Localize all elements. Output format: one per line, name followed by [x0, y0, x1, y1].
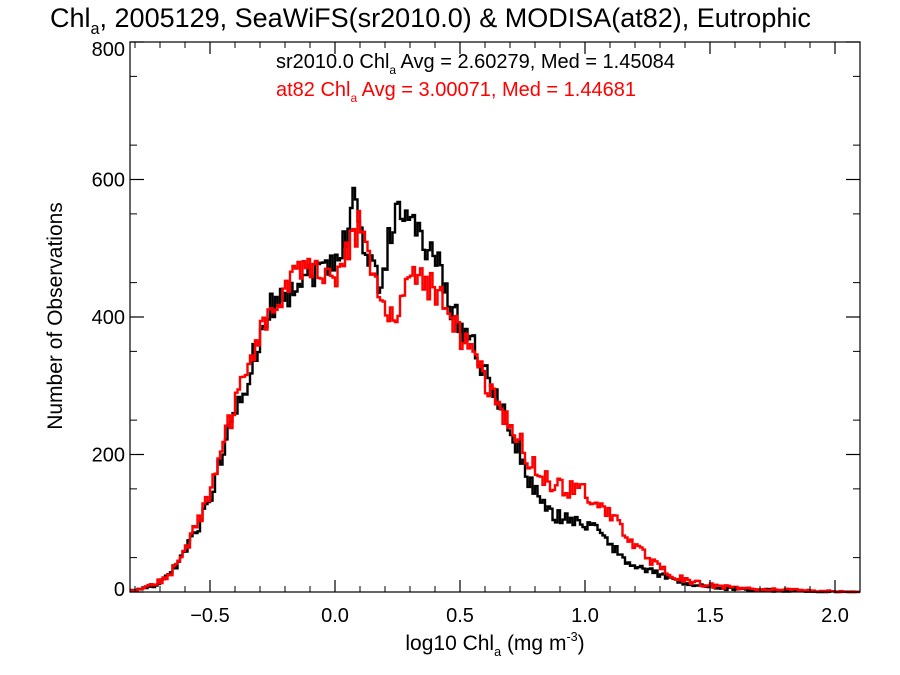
x-tick-label: 1.5 — [696, 605, 724, 627]
y-tick-label: 0 — [114, 579, 125, 601]
series-annotation-sr2010: sr2010.0 Chla Avg = 2.60279, Med = 1.450… — [276, 51, 675, 77]
series-annotation-at82: at82 Chla Avg = 3.00071, Med = 1.44681 — [276, 79, 636, 105]
x-tick-label: 0.0 — [321, 605, 349, 627]
series-layer — [130, 186, 860, 594]
x-tick-label: 0.5 — [446, 605, 474, 627]
plot-frame — [129, 41, 861, 593]
y-tick-label: 400 — [92, 307, 125, 329]
x-tick-label: 1.0 — [571, 605, 599, 627]
ticks-layer: −0.5 0.0 0.5 1.0 1.5 2.0 0 200 400 600 800 — [92, 39, 861, 627]
x-axis-label: log10 Chla (mg m-3) — [405, 630, 584, 659]
x-tick-label: −0.5 — [190, 605, 229, 627]
y-tick-label: 800 — [92, 39, 125, 61]
y-tick-label: 200 — [92, 445, 125, 467]
x-tick-label: 2.0 — [821, 605, 849, 627]
chart-title: Chla, 2005129, SeaWiFS(sr2010.0) & MODIS… — [50, 3, 811, 38]
y-tick-label: 600 — [92, 170, 125, 192]
y-axis-label: Number of Observations — [44, 202, 67, 430]
